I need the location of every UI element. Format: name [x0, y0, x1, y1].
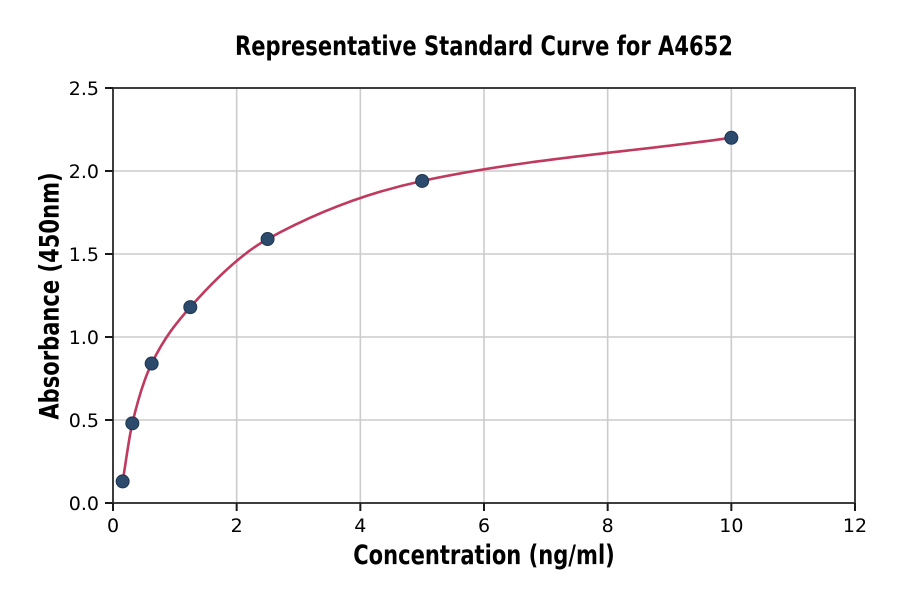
x-tick-label: 12	[843, 515, 867, 537]
x-tick-label: 10	[719, 515, 743, 537]
x-axis-label: Concentration (ng/ml)	[353, 540, 615, 571]
y-tick-label: 2.0	[69, 161, 99, 183]
chart-title: Representative Standard Curve for A4652	[235, 31, 733, 62]
x-tick-label: 2	[231, 515, 243, 537]
x-tick-label: 0	[107, 515, 119, 537]
data-point	[144, 356, 159, 371]
data-point	[125, 416, 140, 431]
x-tick-label: 6	[478, 515, 490, 537]
fit-curve	[121, 136, 733, 483]
data-point	[415, 173, 430, 188]
y-tick-label: 2.5	[69, 78, 99, 100]
y-tick-label: 0.5	[69, 410, 99, 432]
y-tick-label: 1.5	[69, 244, 99, 266]
data-point	[260, 232, 275, 247]
y-axis-label: Absorbance (450nm)	[34, 172, 66, 420]
y-tick-label: 0.0	[69, 493, 99, 515]
y-tick-label: 1.0	[69, 327, 99, 349]
data-point	[724, 130, 739, 145]
data-point	[183, 300, 198, 315]
x-tick-label: 8	[602, 515, 614, 537]
x-tick-label: 4	[354, 515, 366, 537]
data-point	[115, 474, 130, 489]
